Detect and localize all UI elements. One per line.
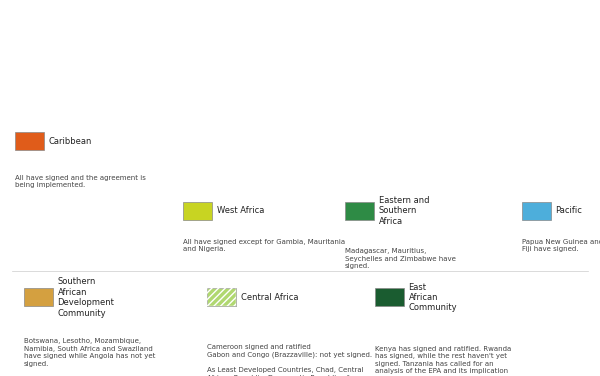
Text: Kenya has signed and ratified. Rwanda
has signed, while the rest haven't yet
sig: Kenya has signed and ratified. Rwanda ha… — [375, 346, 511, 376]
Text: Cameroon signed and ratified
Gabon and Congo (Brazzaville): not yet signed.

As : Cameroon signed and ratified Gabon and C… — [207, 344, 372, 376]
Text: All have signed and the agreement is
being implemented.: All have signed and the agreement is bei… — [15, 175, 146, 188]
Text: West Africa: West Africa — [217, 206, 264, 215]
Text: East
African
Community: East African Community — [409, 282, 457, 312]
Text: Papua New Guinea and
Fiji have signed.: Papua New Guinea and Fiji have signed. — [522, 239, 600, 252]
Text: Eastern and
Southern
Africa: Eastern and Southern Africa — [379, 196, 429, 226]
Text: Caribbean: Caribbean — [49, 137, 92, 146]
Text: Central Africa: Central Africa — [241, 293, 298, 302]
Text: All have signed except for Gambia, Mauritania
and Nigeria.: All have signed except for Gambia, Mauri… — [183, 239, 345, 252]
Text: Madagascar, Mauritius,
Seychelles and Zimbabwe have
signed.: Madagascar, Mauritius, Seychelles and Zi… — [345, 248, 456, 269]
Text: Pacific: Pacific — [556, 206, 583, 215]
Text: Botswana, Lesotho, Mozambique,
Namibia, South Africa and Swaziland
have signed w: Botswana, Lesotho, Mozambique, Namibia, … — [24, 338, 155, 367]
Text: Southern
African
Development
Community: Southern African Development Community — [58, 277, 115, 317]
